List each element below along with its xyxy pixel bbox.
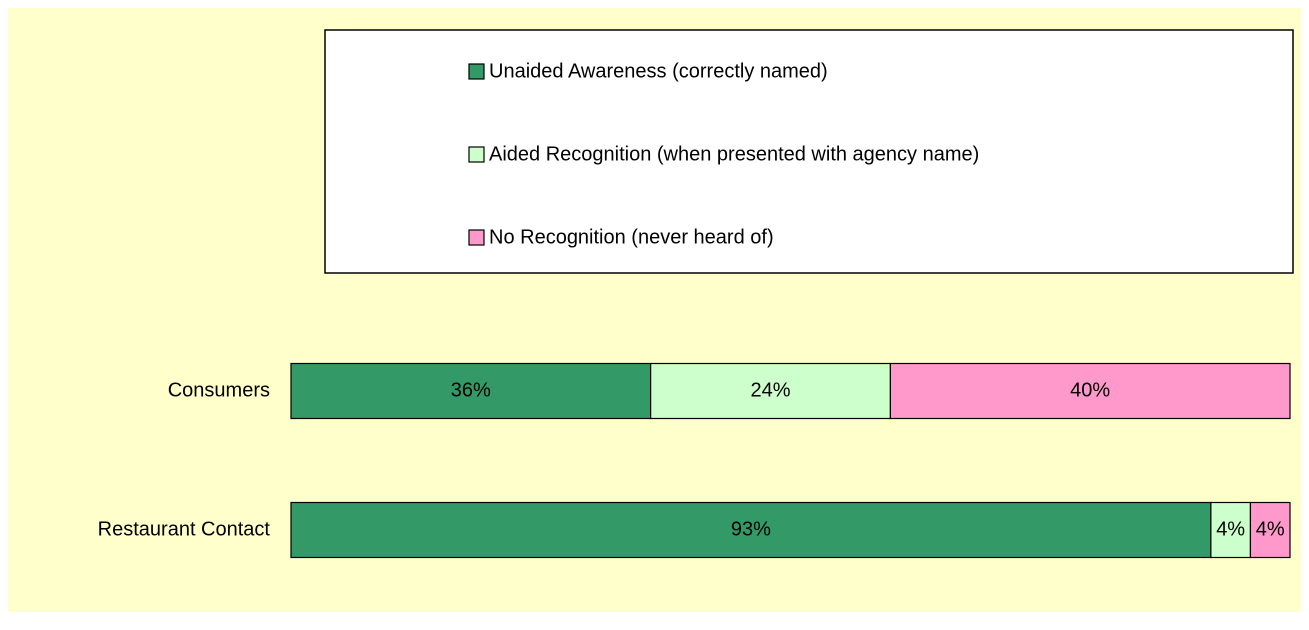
bar-segment bbox=[1210, 501, 1252, 559]
legend-label: No Recognition (never heard of) bbox=[489, 226, 774, 248]
data-label: 93% bbox=[731, 518, 771, 540]
legend-label: Unaided Awareness (correctly named) bbox=[489, 60, 828, 82]
legend-swatch bbox=[468, 63, 485, 80]
bar-segment bbox=[290, 362, 652, 420]
legend-swatch bbox=[468, 229, 485, 246]
legend-box bbox=[324, 29, 1294, 274]
data-label: 40% bbox=[1070, 379, 1110, 401]
data-label: 36% bbox=[451, 379, 491, 401]
bar-segment bbox=[1249, 501, 1291, 559]
bar-segment bbox=[650, 362, 892, 420]
bar-segment bbox=[290, 501, 1212, 559]
bar-segment bbox=[889, 362, 1291, 420]
legend-label: Aided Recognition (when presented with a… bbox=[489, 143, 979, 165]
category-label: Consumers bbox=[168, 379, 270, 401]
data-label: 24% bbox=[751, 379, 791, 401]
legend-swatch bbox=[468, 146, 485, 163]
category-label: Restaurant Contact bbox=[98, 518, 271, 540]
data-label: 4% bbox=[1256, 518, 1285, 540]
data-label: 4% bbox=[1216, 518, 1245, 540]
